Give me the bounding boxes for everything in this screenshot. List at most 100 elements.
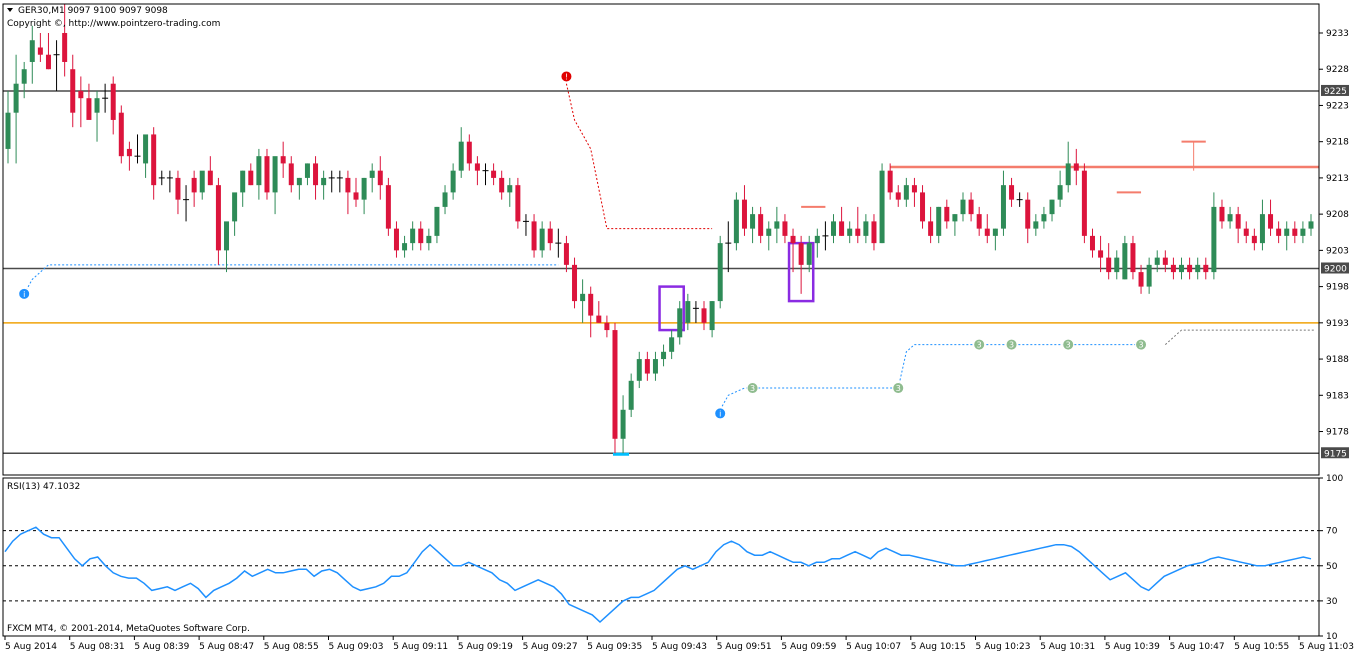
candle-body [887, 170, 893, 193]
price-level-tag [1321, 262, 1349, 274]
candle [855, 206, 861, 244]
candle-body [232, 192, 238, 222]
candle [847, 221, 853, 244]
time-axis-label: 5 Aug 10:55 [1234, 642, 1289, 652]
price-level-tag-label: 9200 [1324, 264, 1347, 274]
count-signal-icon-dot [1005, 338, 1018, 351]
time-axis-label: 5 Aug 08:55 [264, 642, 319, 652]
candle [928, 206, 934, 244]
candle [733, 192, 739, 251]
price-level-tag-label: 9225 [1324, 87, 1347, 97]
candle-body [418, 228, 424, 244]
candle-body [863, 221, 869, 236]
candle-body [1284, 228, 1290, 236]
candle-body [1187, 264, 1193, 273]
rsi-axis-label: 50 [1326, 562, 1338, 572]
candle-body [871, 221, 877, 244]
price-level-tag [1321, 84, 1349, 96]
candle [725, 221, 732, 273]
candle-body [126, 148, 132, 157]
candle-body [1130, 243, 1136, 273]
candle-body [1292, 228, 1298, 236]
candle [863, 214, 869, 244]
candle [1187, 257, 1193, 280]
candle-body [256, 156, 262, 186]
candle [474, 156, 480, 186]
candle-body [563, 243, 569, 265]
candle [240, 170, 246, 207]
time-axis-label: 5 Aug 10:23 [976, 642, 1031, 652]
alert-signal-icon-dot [560, 70, 573, 83]
candle-body [1259, 214, 1265, 244]
count-signal-icon-dot [1135, 338, 1148, 351]
candle-body [750, 214, 756, 229]
candle [1211, 192, 1217, 280]
count-signal-icon-dot [746, 382, 759, 395]
candle-body [1025, 199, 1031, 229]
time-axis-label: 5 Aug 08:39 [134, 642, 189, 652]
time-axis-label: 5 Aug 09:59 [781, 642, 836, 652]
candle [515, 177, 521, 229]
candle-body [1089, 235, 1095, 251]
candle-body [1243, 228, 1249, 236]
candle-body [928, 221, 934, 236]
candle [353, 177, 359, 207]
candle-body [62, 32, 68, 62]
candle [612, 322, 618, 454]
time-axis-label: 5 Aug 09:35 [587, 642, 642, 652]
candle [1235, 206, 1241, 244]
candle [895, 185, 901, 207]
price-axis-label: 9208 [1326, 210, 1349, 220]
candle [1065, 141, 1071, 193]
candle [224, 221, 230, 273]
candle [304, 163, 310, 186]
candle [175, 170, 181, 215]
candle-body [895, 192, 901, 200]
candle-body [806, 243, 812, 265]
candle [936, 206, 942, 244]
info-signal-icon-dot [714, 407, 727, 420]
candle-body [5, 112, 11, 149]
candle [1106, 243, 1112, 280]
candle [94, 90, 100, 142]
candle-body [474, 163, 480, 171]
candle [321, 170, 327, 200]
candle [410, 221, 416, 251]
candle [669, 330, 675, 360]
count-signal-icon: 3 [1135, 338, 1148, 351]
candle [685, 293, 691, 331]
candle [879, 163, 885, 244]
price-axis-label: 9213 [1326, 174, 1349, 184]
candle [53, 40, 60, 91]
candle [1041, 206, 1047, 229]
candle [1146, 257, 1152, 294]
candle [701, 301, 707, 331]
count-signal-icon: 3 [892, 382, 905, 395]
candle [1300, 221, 1306, 244]
candle [1268, 199, 1274, 236]
candle [1033, 214, 1039, 236]
candle [288, 156, 294, 193]
candle-body [199, 170, 205, 193]
price-axis-label: 9203 [1326, 246, 1349, 256]
time-axis[interactable]: 5 Aug 2014 5 Aug 08:31 5 Aug 08:39 5 Aug 08… [4, 636, 1354, 652]
candle-body [652, 359, 658, 374]
candle-body [920, 192, 926, 222]
candle [822, 221, 829, 251]
candle-body [70, 69, 76, 113]
candle [1251, 228, 1257, 251]
candle-body [110, 83, 116, 120]
candle-body [45, 54, 51, 70]
candle [572, 257, 578, 309]
candle-body [296, 177, 302, 186]
time-axis-label: 5 Aug 10:31 [1040, 642, 1095, 652]
candle-body [151, 134, 157, 186]
candle-body [814, 235, 820, 244]
candle [256, 148, 262, 200]
price-axis[interactable]: 9233 9228 9223 9218 9213 9208 9203 9198 9193 9188… [1319, 29, 1349, 438]
count-signal-icon: 3 [1062, 338, 1075, 351]
candle-body [572, 264, 578, 302]
candle-body [207, 170, 213, 186]
